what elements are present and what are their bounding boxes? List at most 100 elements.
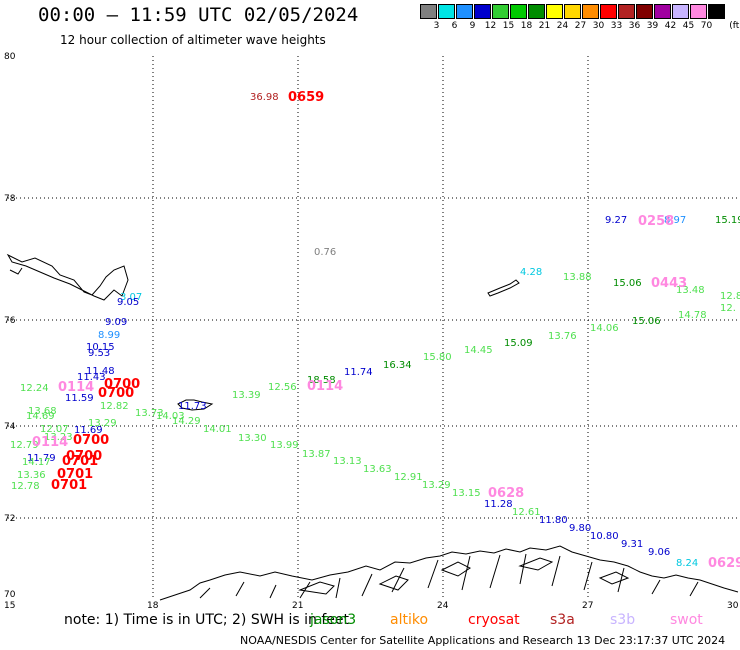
wave-height-value: 36.98 [250, 92, 279, 103]
wave-height-value: 15.06 [632, 316, 661, 327]
wave-height-value: 14.45 [464, 345, 493, 356]
wave-height-value: 12.91 [394, 472, 423, 483]
wave-height-value: 13.15 [452, 488, 481, 499]
norway-coast [159, 545, 739, 601]
lat-label: 70 [4, 590, 16, 600]
wave-height-value: 13.76 [548, 331, 577, 342]
pass-time-label: 0701 [57, 467, 93, 482]
lon-label: 21 [292, 601, 303, 611]
wave-height-value: 11.73 [178, 401, 207, 412]
legend-swatch [492, 4, 509, 19]
legend-label: 12 [484, 21, 497, 31]
legend-swatch [564, 4, 581, 19]
latitude-labels: 80 78 76 74 72 70 [4, 52, 16, 600]
page-subtitle: 12 hour collection of altimeter wave hei… [60, 33, 326, 47]
pass-time-label: 0114 [58, 380, 94, 395]
wave-height-value: 13.30 [238, 433, 267, 444]
norway-fjords [199, 553, 699, 599]
wave-height-value: 12.61 [512, 507, 541, 518]
wave-height-value: 13.13 [333, 456, 362, 467]
wave-height-value: 15.19 [715, 215, 740, 226]
legend-label: 24 [556, 21, 569, 31]
svalbard-coast [6, 253, 129, 301]
wave-height-value: 14.01 [203, 424, 232, 435]
page-title: 00:00 – 11:59 UTC 02/05/2024 [38, 4, 359, 26]
lat-label: 72 [4, 514, 15, 524]
wave-height-value: 14.06 [590, 323, 619, 334]
wave-height-value: 13.29 [88, 418, 117, 429]
legend-swatch [474, 4, 491, 19]
legend-label: 45 [682, 21, 695, 31]
mission-label: altiko [390, 612, 429, 628]
legend-swatch [546, 4, 563, 19]
legend-label: 70 [700, 21, 713, 31]
legend-swatch [510, 4, 527, 19]
wave-height-value: 13.99 [270, 440, 299, 451]
pass-time-label: 0701 [51, 478, 87, 493]
wave-height-value: 12.8 [720, 291, 740, 302]
legend-swatch [528, 4, 545, 19]
wave-height-value: 14.78 [678, 310, 707, 321]
wave-height-value: 12.82 [100, 401, 129, 412]
lat-label: 76 [4, 316, 16, 326]
wave-height-value: 15.80 [423, 352, 452, 363]
footer-note: note: 1) Time is in UTC; 2) SWH is in fe… [64, 612, 350, 628]
mission-label: swot [670, 612, 703, 628]
lon-label: 27 [582, 601, 593, 611]
wave-height-value: 12. [720, 303, 736, 314]
wave-height-value: 13.39 [232, 390, 261, 401]
footer-credit: NOAA/NESDIS Center for Satellite Applica… [240, 634, 726, 647]
wave-height-value: 13.23 [44, 432, 73, 443]
pass-time-label: 0114 [32, 435, 68, 450]
wave-height-value: 12.07 [40, 424, 69, 435]
legend-label: 30 [592, 21, 605, 31]
legend-swatch [636, 4, 653, 19]
wave-height-value: 15.09 [504, 338, 533, 349]
lon-label: 24 [437, 601, 449, 611]
legend-label: 42 [664, 21, 677, 31]
pass-time-labels: 0659025804430114070007000700070007010701… [32, 90, 740, 571]
wave-height-value: 12.79 [10, 440, 39, 451]
pass-time-label: 0701 [62, 454, 98, 469]
wave-height-value: 13.87 [302, 449, 331, 460]
lat-label: 80 [4, 52, 16, 62]
svalbard-island [9, 267, 23, 275]
lat-label: 78 [4, 194, 16, 204]
wave-height-value: 11.79 [27, 453, 56, 464]
wave-height-value: 13.48 [676, 285, 705, 296]
wave-height-value: 16.34 [383, 360, 412, 371]
wave-height-value: 14.17 [22, 457, 51, 468]
wave-height-value: 12.24 [20, 383, 49, 394]
legend-label: 6 [451, 21, 458, 31]
legend-label: 9 [469, 21, 476, 31]
wave-height-value: 11.80 [539, 515, 568, 526]
wave-height-value: 12.78 [11, 481, 40, 492]
wave-height-value: 9.06 [648, 547, 670, 558]
legend-swatch [672, 4, 689, 19]
mission-label: jason3 [310, 612, 357, 628]
wave-height-value: 11.74 [344, 367, 373, 378]
wave-height-value: 13.73 [135, 408, 164, 419]
legend-unit: (ft) [729, 21, 740, 31]
wave-height-value: 9.31 [621, 539, 643, 550]
legend-label: 18 [520, 21, 533, 31]
wave-height-value: 13.88 [563, 272, 592, 283]
pass-time-label: 0258 [638, 214, 674, 229]
wave-height-value: 11.59 [65, 393, 94, 404]
legend-label: 33 [610, 21, 623, 31]
longitude-labels: 15 18 21 24 27 30 [4, 601, 739, 611]
wave-height-value: 12.56 [268, 382, 297, 393]
legend-label: 15 [502, 21, 515, 31]
wave-height-value: 15.06 [613, 278, 642, 289]
mission-label: s3b [610, 612, 636, 628]
pass-time-label: 0700 [66, 449, 102, 464]
wave-height-value: 14.03 [156, 411, 185, 422]
legend-swatch [438, 4, 455, 19]
wave-height-value: 13.63 [363, 464, 392, 475]
wave-height-value: 11.69 [74, 425, 103, 436]
wave-height-value: 14.69 [26, 411, 55, 422]
pass-time-label: 0700 [73, 433, 109, 448]
norway-islands [298, 557, 630, 595]
wave-height-value: 13.29 [422, 480, 451, 491]
